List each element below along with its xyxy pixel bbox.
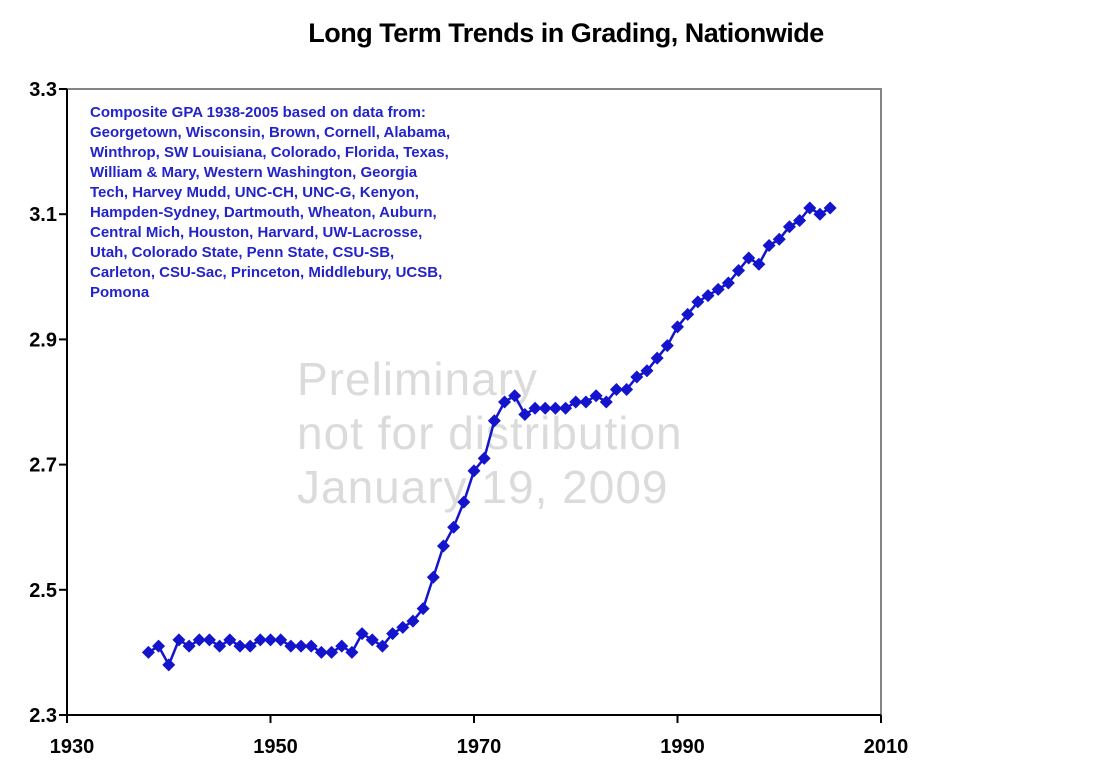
- data-point-marker: [609, 382, 623, 396]
- x-tick-label: 1950: [253, 736, 298, 758]
- data-point-marker: [681, 307, 695, 321]
- data-point-marker: [406, 614, 420, 628]
- data-point-marker: [538, 401, 552, 415]
- data-point-marker: [508, 389, 522, 403]
- data-point-marker: [152, 639, 166, 653]
- data-point-marker: [579, 395, 593, 409]
- data-point-marker: [671, 320, 684, 334]
- data-point-marker: [436, 539, 450, 553]
- data-point-marker: [284, 639, 298, 653]
- data-point-marker: [141, 645, 155, 659]
- data-point-marker: [223, 633, 237, 647]
- data-point-marker: [599, 395, 613, 409]
- y-tick-label: 3.1: [29, 204, 57, 226]
- x-tick-label: 1930: [50, 736, 95, 758]
- data-point-marker: [548, 401, 562, 415]
- data-point-marker: [162, 658, 176, 672]
- data-point-marker: [660, 339, 674, 353]
- y-tick-label: 2.5: [29, 580, 57, 602]
- data-point-marker: [345, 645, 359, 659]
- data-point-marker: [498, 395, 512, 409]
- x-tick-label: 1990: [660, 736, 705, 758]
- data-point-marker: [447, 520, 461, 534]
- data-point-marker: [711, 282, 725, 296]
- data-point-marker: [691, 295, 705, 309]
- data-point-marker: [762, 239, 776, 252]
- data-point-marker: [752, 257, 766, 271]
- data-sources-annotation: Composite GPA 1938-2005 based on data fr…: [90, 104, 451, 301]
- data-point-marker: [640, 364, 654, 378]
- data-point-marker: [803, 201, 817, 215]
- data-point-marker: [487, 414, 501, 428]
- data-point-marker: [233, 639, 247, 653]
- data-point-marker: [793, 213, 807, 227]
- data-point-marker: [294, 639, 308, 653]
- data-point-marker: [701, 289, 715, 303]
- data-point-marker: [457, 495, 471, 509]
- data-point-marker: [559, 401, 573, 415]
- data-point-marker: [416, 602, 430, 616]
- chart-title: Long Term Trends in Grading, Nationwide: [308, 18, 824, 48]
- data-point-marker: [589, 389, 603, 403]
- data-point-marker: [264, 633, 277, 647]
- data-point-marker: [782, 220, 796, 234]
- data-point-marker: [477, 451, 491, 465]
- data-point-marker: [396, 620, 410, 634]
- data-point-marker: [732, 264, 746, 278]
- data-point-marker: [386, 627, 400, 641]
- data-point-marker: [528, 401, 542, 415]
- data-point-marker: [823, 201, 837, 215]
- data-point-marker: [304, 639, 318, 653]
- y-tick-label: 2.7: [29, 455, 57, 477]
- data-point-marker: [243, 639, 257, 653]
- data-point-marker: [375, 639, 389, 653]
- data-point-marker: [213, 639, 227, 653]
- data-point-marker: [650, 351, 664, 365]
- data-point-marker: [721, 276, 735, 290]
- data-point-marker: [426, 570, 440, 584]
- data-point-marker: [202, 633, 216, 647]
- data-point-marker: [192, 633, 206, 647]
- data-point-marker: [467, 464, 481, 478]
- y-tick-label: 2.9: [29, 329, 57, 351]
- data-point-marker: [518, 408, 532, 422]
- data-point-marker: [569, 395, 583, 409]
- data-point-marker: [365, 633, 379, 647]
- data-point-marker: [274, 633, 288, 647]
- y-tick-label: 3.3: [29, 79, 57, 101]
- data-point-marker: [314, 645, 328, 659]
- data-point-marker: [355, 627, 369, 641]
- data-point-marker: [742, 251, 756, 265]
- data-point-marker: [620, 382, 634, 396]
- data-point-marker: [253, 633, 267, 647]
- data-point-marker: [813, 207, 827, 221]
- data-point-marker: [630, 370, 644, 384]
- data-point-marker: [182, 639, 196, 653]
- data-point-marker: [772, 232, 786, 246]
- data-point-marker: [335, 639, 349, 653]
- data-point-marker: [172, 633, 186, 647]
- x-tick-label: 1970: [457, 736, 502, 758]
- y-tick-label: 2.3: [29, 705, 57, 727]
- data-point-marker: [325, 645, 339, 659]
- x-tick-label: 2010: [864, 736, 909, 758]
